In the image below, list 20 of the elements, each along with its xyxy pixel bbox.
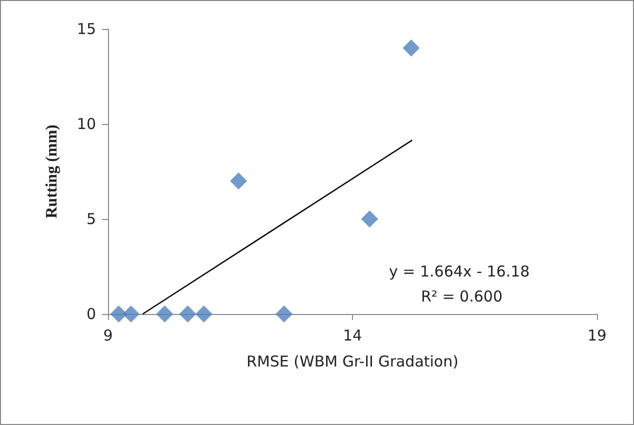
point [156,306,174,322]
point [402,40,420,56]
x-tick-label: 14 [342,326,362,344]
point [230,172,248,190]
point [361,210,378,228]
x-axis-title: RMSE (WBM Gr-II Gradation) [246,352,458,370]
point [195,306,212,322]
point [110,306,128,322]
y-tick-label: 5 [86,210,96,228]
annotation: R² = 0.600 [421,288,502,306]
annotation: y = 1.664x - 16.18 [389,262,530,280]
y-tick-label: 15 [76,20,96,38]
point [179,306,196,322]
point [276,306,293,322]
x-tick-label: 9 [103,326,113,344]
point [122,306,140,322]
x-tick-label: 19 [587,326,607,344]
y-axis-title: Rutting (mm) [44,124,60,218]
y-tick-label: 0 [86,305,96,323]
y-tick-label: 10 [76,115,96,133]
